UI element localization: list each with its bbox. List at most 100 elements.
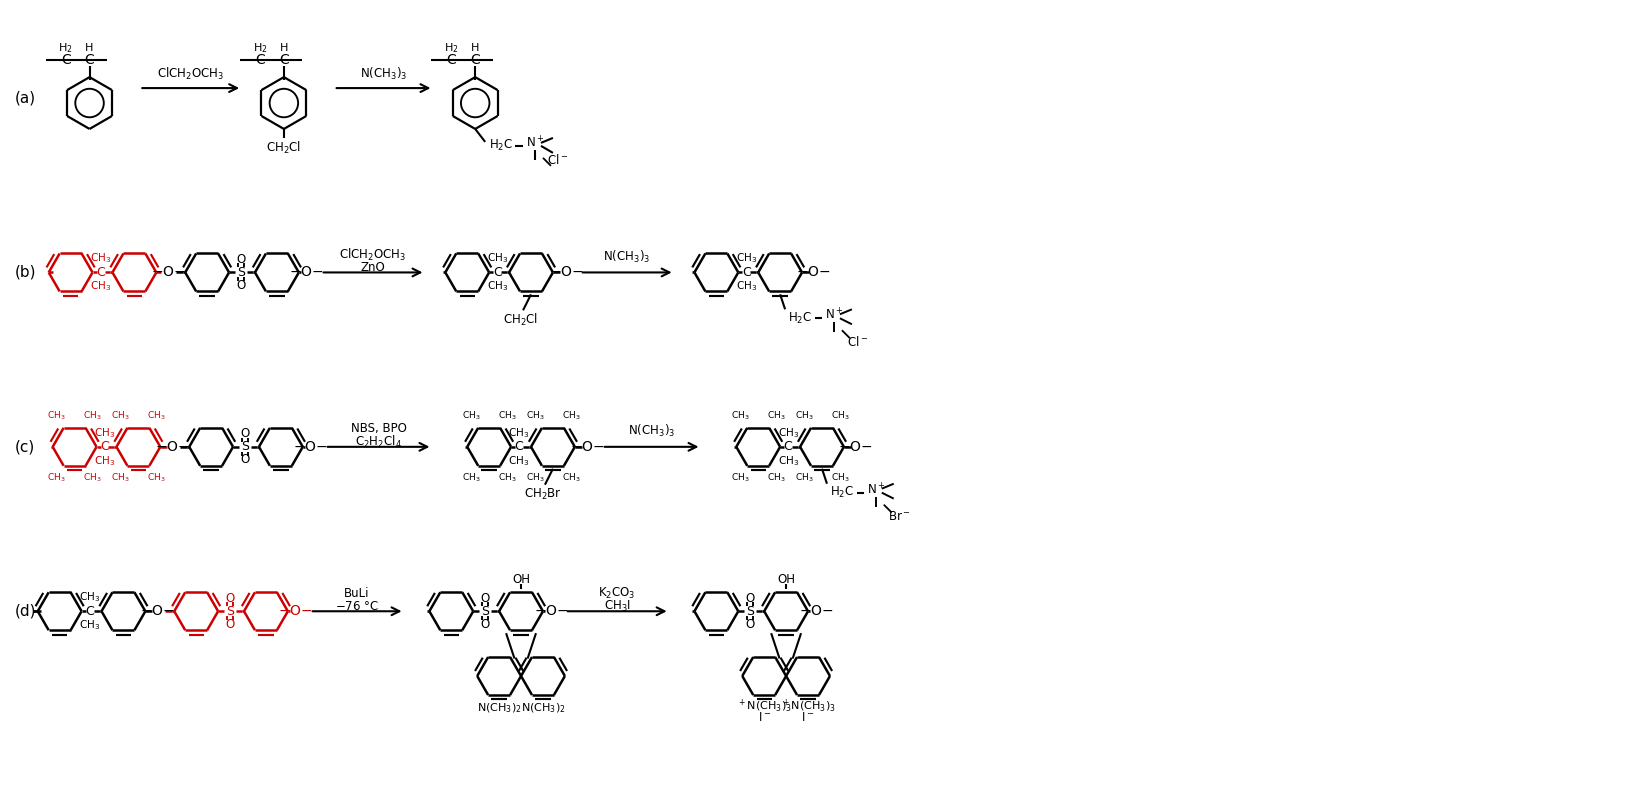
Text: I$^-$: I$^-$ — [757, 712, 770, 724]
Text: N(CH$_3$)$_3$: N(CH$_3$)$_3$ — [603, 249, 651, 265]
Text: Br$^-$: Br$^-$ — [888, 510, 911, 523]
Text: O: O — [241, 427, 249, 441]
Text: H$_2$: H$_2$ — [252, 41, 267, 55]
Text: C: C — [256, 53, 266, 67]
Text: O: O — [236, 253, 246, 266]
Text: C: C — [61, 53, 70, 67]
Text: $^+$N(CH$_3$)$_3$: $^+$N(CH$_3$)$_3$ — [780, 697, 836, 714]
Text: $-$O$-$: $-$O$-$ — [290, 265, 325, 280]
Text: CH$_3$: CH$_3$ — [111, 472, 129, 484]
Text: CH$_3$: CH$_3$ — [777, 426, 798, 440]
Text: N(CH$_3$)$_3$: N(CH$_3$)$_3$ — [628, 423, 675, 439]
Text: $-$O$-$: $-$O$-$ — [279, 604, 313, 618]
Text: OH: OH — [511, 573, 529, 586]
Text: $-$O$-$: $-$O$-$ — [293, 440, 328, 453]
Text: CH$_3$: CH$_3$ — [84, 410, 102, 422]
Text: CH$_3$: CH$_3$ — [562, 410, 580, 422]
Text: C: C — [783, 440, 793, 453]
Text: C: C — [470, 53, 480, 67]
Text: $-$O$-$: $-$O$-$ — [570, 440, 605, 453]
Text: $-$76 °C: $-$76 °C — [334, 600, 379, 613]
Text: ClCH$_2$OCH$_3$: ClCH$_2$OCH$_3$ — [339, 246, 406, 262]
Text: $-$O$-$: $-$O$-$ — [798, 604, 833, 618]
Text: C: C — [97, 266, 105, 279]
Text: $-$O$-$: $-$O$-$ — [151, 265, 185, 280]
Text: S: S — [482, 605, 488, 618]
Text: CH$_3$: CH$_3$ — [93, 453, 115, 468]
Text: CH$_3$: CH$_3$ — [562, 472, 580, 484]
Text: $-$O$-$: $-$O$-$ — [139, 604, 175, 618]
Text: CH$_3$: CH$_3$ — [736, 280, 757, 293]
Text: N$^+$: N$^+$ — [526, 135, 544, 151]
Text: $-$O$-$: $-$O$-$ — [156, 440, 190, 453]
Text: $-$O$-$: $-$O$-$ — [838, 440, 872, 453]
Text: K$_2$CO$_3$: K$_2$CO$_3$ — [598, 586, 636, 601]
Text: I$^-$: I$^-$ — [801, 712, 815, 724]
Text: $-$O$-$: $-$O$-$ — [534, 604, 569, 618]
Text: CH$_3$: CH$_3$ — [148, 410, 166, 422]
Text: (c): (c) — [15, 439, 34, 454]
Text: N(CH$_3$)$_2$: N(CH$_3$)$_2$ — [477, 701, 521, 715]
Text: CH$_3$: CH$_3$ — [84, 472, 102, 484]
Text: O: O — [236, 279, 246, 292]
Text: CH$_3$: CH$_3$ — [498, 472, 516, 484]
Text: O: O — [480, 618, 490, 630]
Text: CH$_2$Cl: CH$_2$Cl — [266, 139, 302, 156]
Text: C: C — [279, 53, 288, 67]
Text: CH$_3$: CH$_3$ — [736, 252, 757, 265]
Text: CH$_3$: CH$_3$ — [731, 410, 749, 422]
Text: C: C — [515, 440, 523, 453]
Text: CH$_3$: CH$_3$ — [767, 410, 785, 422]
Text: ZnO: ZnO — [361, 261, 385, 274]
Text: N(CH$_3$)$_3$: N(CH$_3$)$_3$ — [361, 66, 406, 82]
Text: CH$_3$: CH$_3$ — [462, 472, 480, 484]
Text: C: C — [100, 440, 108, 453]
Text: O: O — [746, 592, 756, 605]
Text: C: C — [493, 266, 502, 279]
Text: $-$O$-$: $-$O$-$ — [549, 265, 583, 280]
Text: O: O — [746, 618, 756, 630]
Text: CH$_3$: CH$_3$ — [526, 472, 544, 484]
Text: CH$_3$: CH$_3$ — [487, 280, 508, 293]
Text: C$_2$H$_2$Cl$_4$: C$_2$H$_2$Cl$_4$ — [356, 434, 402, 450]
Text: OH: OH — [777, 573, 795, 586]
Text: H$_2$C: H$_2$C — [488, 139, 513, 154]
Text: O: O — [480, 592, 490, 605]
Text: CH$_3$: CH$_3$ — [508, 453, 529, 468]
Text: CH$_3$: CH$_3$ — [767, 472, 785, 484]
Text: S: S — [238, 266, 244, 279]
Text: N$^+$: N$^+$ — [824, 308, 842, 323]
Text: C: C — [446, 53, 456, 67]
Text: (a): (a) — [15, 91, 36, 105]
Text: Cl$^-$: Cl$^-$ — [547, 153, 569, 167]
Text: CH$_3$: CH$_3$ — [831, 410, 849, 422]
Text: CH$_3$: CH$_3$ — [48, 410, 66, 422]
Text: CH$_3$: CH$_3$ — [90, 252, 111, 265]
Text: CH$_3$: CH$_3$ — [79, 618, 100, 632]
Text: S: S — [746, 605, 754, 618]
Text: CH$_3$: CH$_3$ — [526, 410, 544, 422]
Text: N(CH$_3$)$_2$: N(CH$_3$)$_2$ — [521, 701, 565, 715]
Text: S: S — [226, 605, 234, 618]
Text: $^+$N(CH$_3$)$_3$: $^+$N(CH$_3$)$_3$ — [738, 697, 792, 714]
Text: CH$_3$: CH$_3$ — [90, 280, 111, 293]
Text: ClCH$_2$OCH$_3$: ClCH$_2$OCH$_3$ — [157, 66, 225, 82]
Text: (b): (b) — [15, 265, 36, 280]
Text: CH$_3$: CH$_3$ — [795, 410, 813, 422]
Text: C: C — [85, 605, 93, 618]
Text: CH$_3$: CH$_3$ — [731, 472, 749, 484]
Text: H$_2$: H$_2$ — [59, 41, 74, 55]
Text: CH$_3$: CH$_3$ — [795, 472, 813, 484]
Text: O: O — [226, 618, 234, 630]
Text: CH$_3$: CH$_3$ — [111, 410, 129, 422]
Text: CH$_3$: CH$_3$ — [777, 453, 798, 468]
Text: H: H — [470, 43, 479, 53]
Text: (d): (d) — [15, 604, 36, 618]
Text: CH$_3$: CH$_3$ — [508, 426, 529, 440]
Text: H$_2$C: H$_2$C — [829, 485, 854, 501]
Text: BuLi: BuLi — [344, 587, 370, 600]
Text: CH$_3$: CH$_3$ — [498, 410, 516, 422]
Text: CH$_3$: CH$_3$ — [462, 410, 480, 422]
Text: CH$_2$Br: CH$_2$Br — [524, 487, 562, 502]
Text: NBS, BPO: NBS, BPO — [351, 422, 406, 435]
